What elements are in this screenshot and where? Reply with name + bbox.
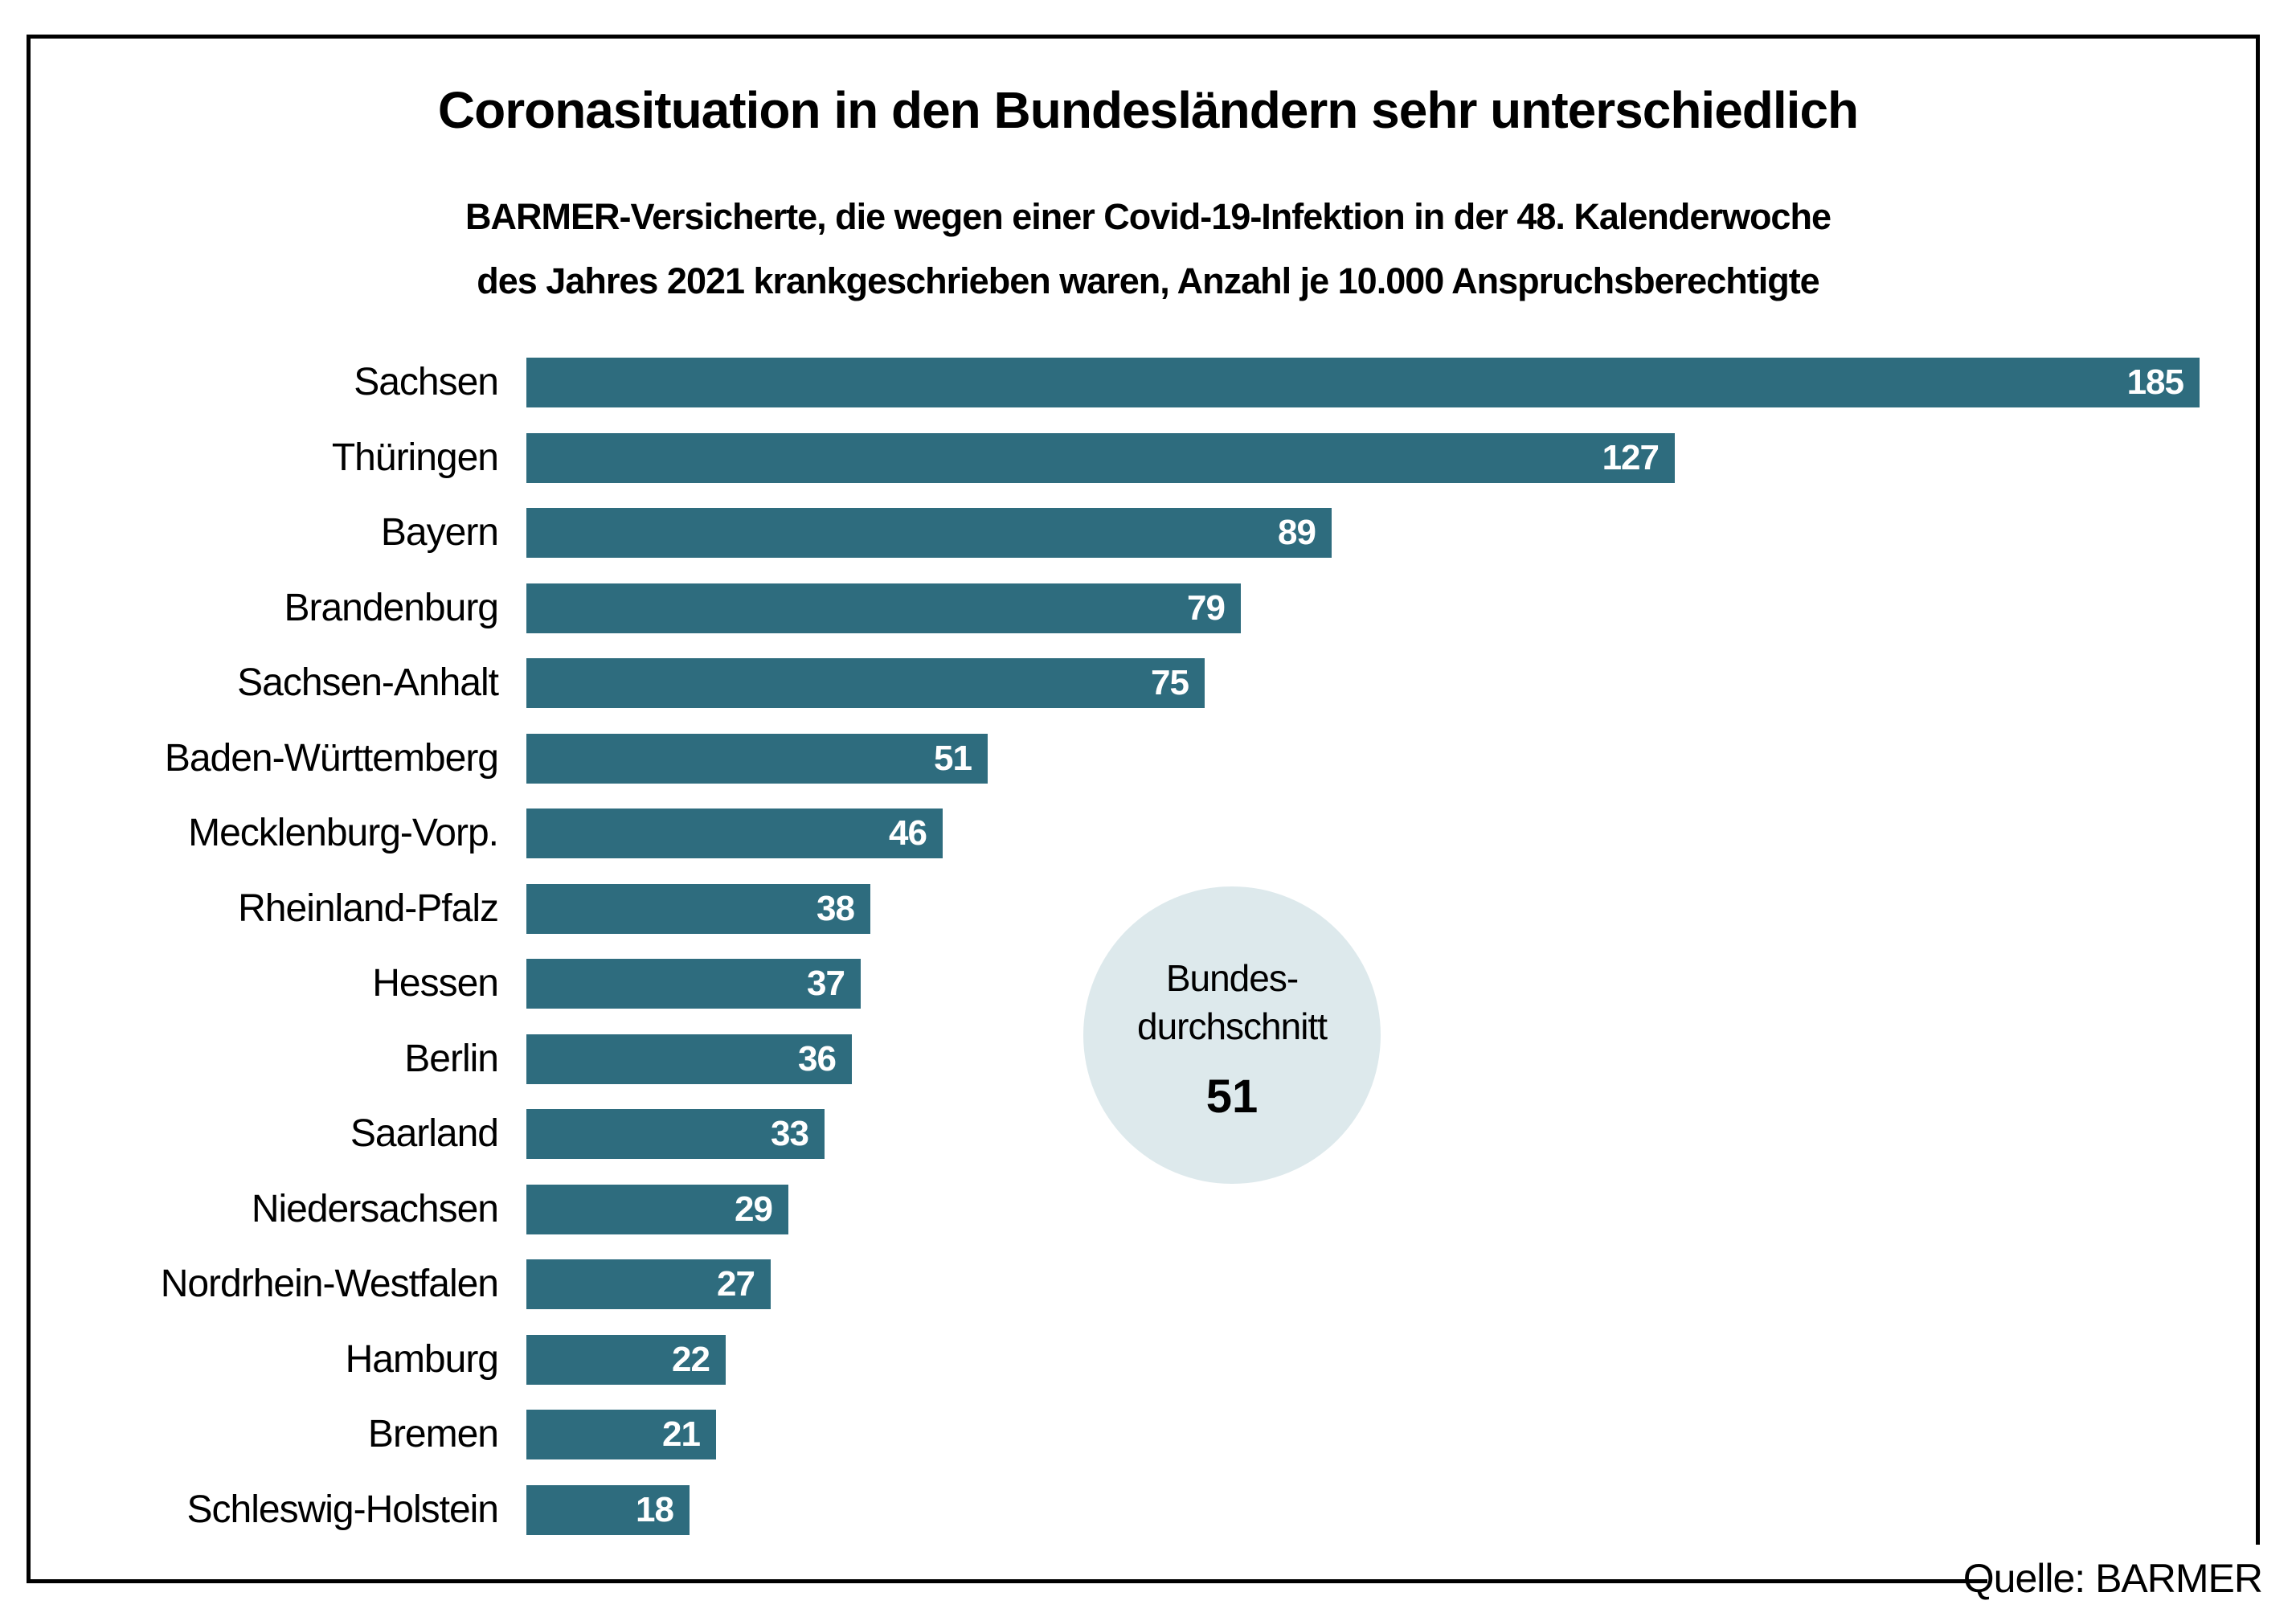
bar: 185: [526, 358, 2200, 407]
bar: 33: [526, 1109, 825, 1159]
bar-value-label: 38: [816, 888, 855, 928]
bar-category-label: Baden-Württemberg: [164, 736, 499, 780]
bar-row: Sachsen-Anhalt 75: [28, 658, 2200, 708]
chart-subtitle-line1: BARMER-Versicherte, die wegen einer Covi…: [465, 196, 1831, 237]
bar-row: Berlin 36: [28, 1034, 2200, 1084]
bar-category-label: Berlin: [404, 1037, 499, 1080]
bar-category-label: Sachsen: [354, 361, 499, 403]
bar: 37: [526, 959, 861, 1009]
source-credit: Quelle: BARMER: [1963, 1545, 2296, 1612]
bar-value-label: 79: [1187, 587, 1226, 628]
average-label-line2: durchschnitt: [1136, 1005, 1328, 1047]
bar-category-label: Bremen: [367, 1413, 499, 1455]
bar-category-label: Hamburg: [345, 1337, 499, 1381]
bar-category-label: Mecklenburg-Vorp.: [188, 812, 499, 854]
bar-category-label: Thüringen: [331, 436, 499, 479]
bar-row: Sachsen 185: [28, 358, 2200, 407]
bar-value-label: 22: [672, 1339, 710, 1379]
bar: 27: [526, 1259, 771, 1309]
chart-frame: [27, 35, 2260, 1583]
bar-category-label: Brandenburg: [284, 586, 499, 629]
bar-value-label: 75: [1151, 663, 1189, 702]
bar-value-label: 29: [735, 1189, 773, 1229]
bar-row: Bremen 21: [28, 1410, 2200, 1459]
bar: 75: [526, 658, 1205, 708]
bar-row: Hessen 37: [28, 959, 2200, 1009]
bar-value-label: 27: [717, 1264, 755, 1304]
bar-value-label: 37: [807, 964, 845, 1003]
bar-value-label: 18: [636, 1489, 674, 1529]
bar-chart: Sachsen 185 Thüringen 127 Bayern 89 Brandenbur…: [28, 358, 2200, 1560]
bar-value-label: 185: [2126, 362, 2184, 402]
bar-value-label: 51: [934, 738, 972, 778]
bar-row: Niedersachsen 29: [28, 1184, 2200, 1234]
bar: 38: [526, 883, 870, 934]
bar: 18: [526, 1484, 690, 1535]
bar-row: Saarland 33: [28, 1109, 2200, 1159]
bar: 127: [526, 432, 1675, 483]
average-label-line1: Bundes-: [1165, 957, 1299, 999]
bar-row: Hamburg 22: [28, 1334, 2200, 1385]
chart-subtitle: BARMER-Versicherte, die wegen einer Covi…: [0, 185, 2296, 313]
bar: 21: [526, 1410, 716, 1459]
bar-row: Mecklenburg-Vorp. 46: [28, 808, 2200, 858]
bar-row: Brandenburg 79: [28, 583, 2200, 633]
average-value: 51: [1205, 1070, 1259, 1123]
chart-subtitle-line2: des Jahres 2021 krankgeschrieben waren, …: [477, 260, 1819, 301]
bar-value-label: 89: [1278, 513, 1316, 552]
bar-row: Rheinland-Pfalz 38: [28, 883, 2200, 934]
bar-category-label: Hessen: [372, 962, 499, 1005]
bar-category-label: Schleswig-Holstein: [186, 1488, 500, 1531]
bar: 79: [526, 583, 1241, 633]
bar-category-label: Rheinland-Pfalz: [238, 886, 499, 930]
bar-value-label: 36: [798, 1038, 837, 1079]
bar-value-label: 33: [771, 1114, 809, 1153]
bar-category-label: Niedersachsen: [251, 1187, 499, 1230]
bar-category-label: Sachsen-Anhalt: [237, 661, 499, 704]
bar: 51: [526, 733, 988, 784]
bar: 36: [526, 1034, 852, 1084]
source-credit-text: Quelle: BARMER: [1962, 1556, 2263, 1601]
bar-row: Thüringen 127: [28, 432, 2200, 483]
bar-row: Bayern 89: [28, 508, 2200, 558]
bar-value-label: 46: [889, 813, 927, 853]
bar: 46: [526, 808, 943, 858]
bar-category-label: Bayern: [380, 511, 499, 554]
bar: 22: [526, 1334, 726, 1385]
bar-category-label: Saarland: [350, 1112, 499, 1155]
bar-value-label: 127: [1602, 437, 1660, 477]
average-badge: Bundes- durchschnitt 51: [1083, 886, 1381, 1184]
bar-row: Baden-Württemberg 51: [28, 733, 2200, 784]
bar-category-label: Nordrhein-Westfalen: [160, 1263, 499, 1305]
chart-title: Coronasituation in den Bundesländern seh…: [437, 81, 1859, 139]
bar-value-label: 21: [662, 1414, 701, 1454]
bar: 89: [526, 508, 1332, 558]
bar: 29: [526, 1184, 788, 1234]
bar-row: Nordrhein-Westfalen 27: [28, 1259, 2200, 1309]
bar-row: Schleswig-Holstein 18: [28, 1484, 2200, 1535]
